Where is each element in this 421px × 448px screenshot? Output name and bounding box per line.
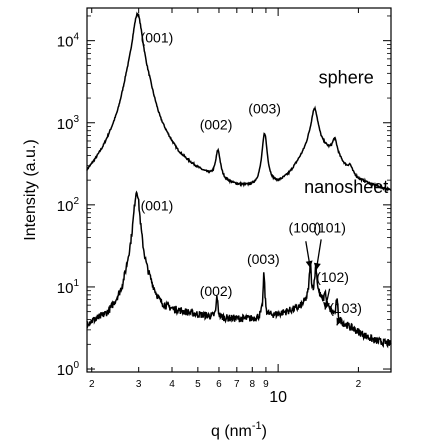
x-minor-tick-label: 9 xyxy=(263,379,269,390)
arrow-head xyxy=(305,260,313,269)
arrow-head xyxy=(323,301,331,310)
series-label: sphere xyxy=(319,68,374,88)
peak-label: (002) xyxy=(200,116,233,132)
peak-label: (101) xyxy=(313,220,346,236)
annotation-layer: (001) (002) (003) (001) (002) (003) (100)(101)… xyxy=(141,29,388,326)
x-minor-tick-label: 5 xyxy=(195,379,201,390)
peak-label: (001) xyxy=(141,198,174,214)
x-minor-tick-label: 8 xyxy=(250,379,256,390)
x-minor-tick-label: 2 xyxy=(89,379,95,390)
peak-label: (100) xyxy=(289,220,322,236)
series-label: nanosheet xyxy=(304,177,388,197)
arrow-head xyxy=(336,317,343,326)
peak-label: (103) xyxy=(329,300,362,316)
peak-label: (002) xyxy=(200,283,233,299)
y-tick-label: 100 xyxy=(57,360,80,379)
peak-label: (001) xyxy=(141,29,174,45)
x-minor-tick-label: 7 xyxy=(234,379,240,390)
peak-label: (003) xyxy=(247,251,280,267)
peak-label: (003) xyxy=(248,100,281,116)
x-minor-tick-label: 3 xyxy=(136,379,142,390)
y-tick-label: 102 xyxy=(57,196,80,215)
x-minor-tick-label: 2 xyxy=(356,379,362,390)
peak-label: (102) xyxy=(316,269,349,285)
x-minor-tick-label: 4 xyxy=(169,379,175,390)
x-tick-label: 10 xyxy=(269,389,287,406)
series-line-nanosheet xyxy=(86,190,392,349)
series-layer xyxy=(86,11,392,349)
x-axis-title: q (nm-1) xyxy=(211,420,267,440)
arrow-head xyxy=(313,262,321,271)
y-tick-label: 101 xyxy=(57,278,80,297)
x-minor-tick-label: 6 xyxy=(216,379,222,390)
x-axis-title-main: q (nm xyxy=(211,423,252,440)
y-tick-label: 104 xyxy=(57,32,80,51)
series-line-sphere xyxy=(86,11,392,192)
x-axis-title-close: ) xyxy=(262,423,267,440)
y-axis-title: Intensity (a.u.) xyxy=(22,139,39,240)
y-tick-label: 103 xyxy=(57,114,80,133)
x-axis-title-sup: -1 xyxy=(252,420,262,432)
